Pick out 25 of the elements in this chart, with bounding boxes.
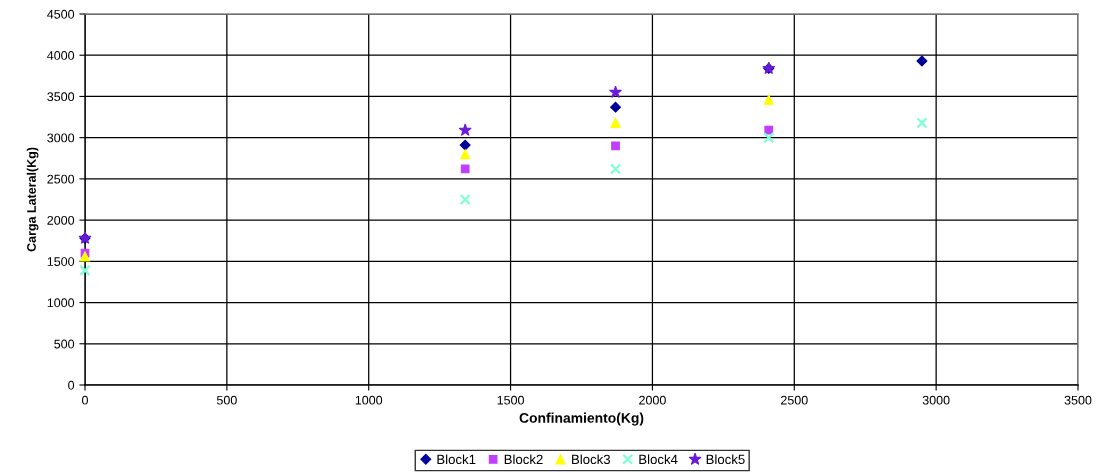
- y-tick-label: 4000: [47, 51, 75, 60]
- x-tick-label: 500: [216, 395, 237, 405]
- y-tick-label: 4500: [47, 9, 75, 19]
- x-tick-label: 0: [82, 395, 88, 405]
- y-axis-title: Carga Lateral(Kg): [26, 147, 39, 252]
- y-tick-label: 3000: [47, 133, 75, 143]
- y-tick-label: 0: [68, 380, 75, 390]
- x-axis-title: Confinamiento(Kg): [519, 412, 644, 426]
- x-tick-label: 1000: [355, 395, 383, 405]
- legend-label: Block3: [572, 454, 611, 465]
- y-tick-label: 2500: [47, 174, 75, 184]
- x-tick-label: 1500: [497, 395, 524, 405]
- legend-label: Block4: [639, 454, 678, 465]
- y-tick-label: 1000: [47, 298, 75, 308]
- x-tick-label: 3500: [1064, 395, 1092, 405]
- x-tick-label: 2000: [639, 395, 666, 405]
- y-tick-label: 500: [54, 339, 75, 349]
- x-tick-label: 3000: [922, 395, 950, 405]
- x-tick-label: 2500: [781, 395, 808, 405]
- legend-label: Block5: [706, 454, 745, 465]
- legend-label: Block1: [437, 454, 476, 465]
- legend-label: Block2: [504, 454, 543, 465]
- y-tick-label: 3500: [47, 92, 75, 102]
- y-tick-label: 2000: [47, 215, 75, 225]
- y-tick-label: 1500: [47, 257, 75, 266]
